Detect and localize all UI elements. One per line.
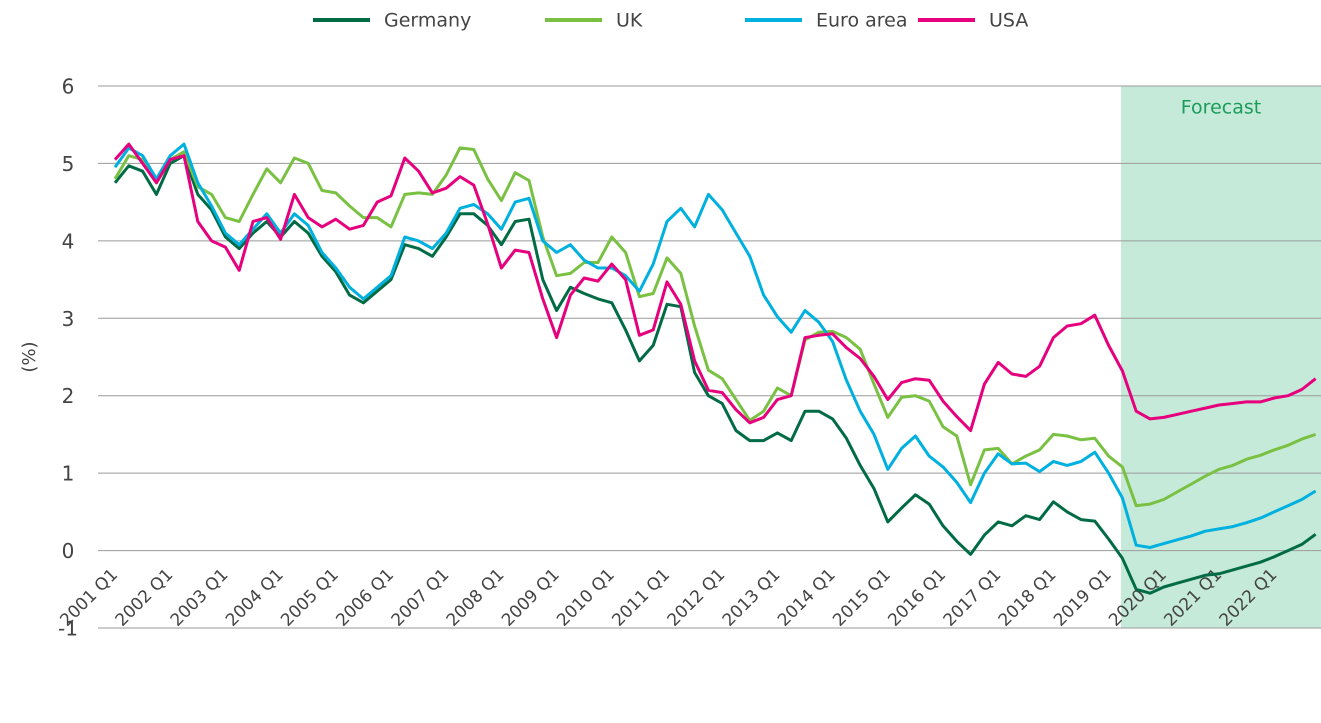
y-tick-label: 2: [62, 384, 75, 408]
x-tick-label: 2012 Q1: [664, 565, 730, 631]
legend-label: Germany: [384, 10, 471, 32]
line-series: [113, 154, 1317, 595]
x-tick-label: 2013 Q1: [719, 565, 785, 631]
x-tick-label: 2003 Q1: [167, 565, 233, 631]
y-tick-label: 5: [62, 152, 75, 176]
y-tick-label: -1: [58, 617, 78, 641]
y-axis-label: (%): [19, 341, 40, 372]
legend-label: UK: [616, 10, 643, 32]
x-tick-label: 2009 Q1: [498, 565, 564, 631]
x-tick-label: 2019 Q1: [1050, 565, 1116, 631]
y-tick-label: 0: [62, 539, 75, 563]
x-tick-label: 2015 Q1: [829, 565, 895, 631]
y-tick-label: 6: [62, 75, 75, 99]
x-tick-label: 2018 Q1: [995, 565, 1061, 631]
legend-label: Euro area: [816, 10, 907, 32]
x-tick-label: 2006 Q1: [332, 565, 398, 631]
x-tick-label: 2016 Q1: [884, 565, 950, 631]
forecast-label: Forecast: [1181, 97, 1261, 119]
x-tick-label: 2005 Q1: [277, 565, 343, 631]
x-tick-label: 2001 Q1: [56, 565, 122, 631]
y-tick-label: 1: [62, 462, 75, 486]
x-tick-label: 2007 Q1: [388, 565, 454, 631]
line-series: [113, 142, 1317, 549]
x-tick-label: 2004 Q1: [222, 565, 288, 631]
x-tick-label: 2008 Q1: [443, 565, 509, 631]
x-tick-label: 2017 Q1: [940, 565, 1006, 631]
x-tick-label: 2014 Q1: [774, 565, 840, 631]
x-tick-label: 2002 Q1: [112, 565, 178, 631]
forecast-region: [1121, 86, 1321, 628]
x-tick-label: 2011 Q1: [608, 565, 674, 631]
legend-label: USA: [989, 10, 1028, 32]
line-series: [113, 146, 1317, 508]
x-tick-label: 2010 Q1: [553, 565, 619, 631]
y-tick-label: 4: [62, 229, 75, 253]
y-tick-label: 3: [62, 307, 75, 331]
line-series: [113, 142, 1317, 433]
